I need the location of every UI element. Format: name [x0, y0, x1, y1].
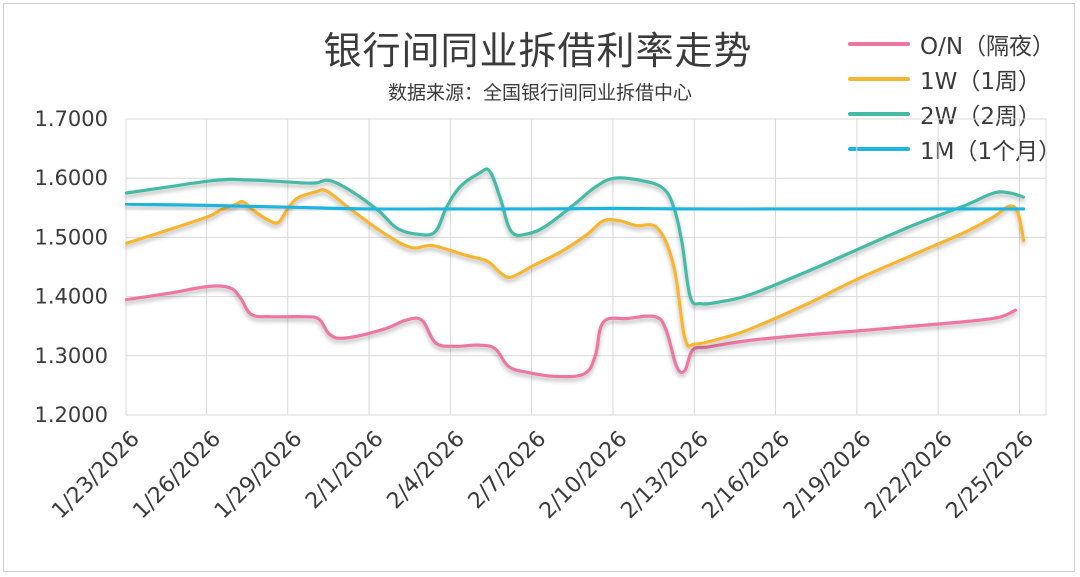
y-tick-label: 1.7000	[35, 107, 108, 131]
legend-label-1w: 1W（1周）	[920, 68, 1042, 95]
x-tick-label: 1/26/2026	[129, 427, 226, 524]
y-tick-label: 1.2000	[35, 403, 108, 427]
y-axis-ticks: 1.7000 1.6000 1.5000 1.4000 1.3000 1.2000	[35, 107, 108, 427]
legend-item-1w: 1W（1周）	[848, 61, 1076, 96]
chart-frame	[3, 3, 1075, 572]
legend-swatch-1w	[848, 76, 910, 81]
x-tick-label: 2/19/2026	[779, 427, 876, 524]
x-tick-label: 2/16/2026	[698, 427, 795, 524]
legend-swatch-overnight	[848, 41, 910, 46]
chart-legend: O/N（隔夜） 1W（1周） 2W（2周） 1M（1个月）	[848, 26, 1076, 166]
legend-swatch-2w	[848, 111, 910, 116]
series-line-1w	[124, 188, 1026, 348]
y-tick-label: 1.4000	[35, 285, 108, 309]
x-tick-label: 2/10/2026	[535, 427, 632, 524]
series-line-overnight	[124, 284, 1017, 379]
x-tick-label: 2/13/2026	[616, 427, 713, 524]
legend-swatch-1m	[848, 146, 910, 151]
legend-label-2w: 2W（2周）	[920, 103, 1042, 130]
series-lines	[124, 167, 1026, 379]
legend-item-1m: 1M（1个月）	[848, 131, 1076, 166]
y-tick-label: 1.6000	[35, 166, 108, 190]
x-tick-label: 2/4/2026	[382, 427, 470, 515]
x-tick-label: 2/1/2026	[301, 427, 389, 515]
chart-title: 银行间同业拆借利率走势	[323, 29, 753, 73]
y-tick-label: 1.5000	[35, 225, 108, 249]
legend-label-overnight: O/N（隔夜）	[920, 33, 1056, 60]
legend-label-1m: 1M（1个月）	[920, 138, 1062, 165]
x-tick-label: 1/29/2026	[210, 427, 307, 524]
series-line-1m	[124, 202, 1026, 211]
x-axis-ticks: 1/23/20261/26/20261/29/20262/1/20262/4/2…	[47, 427, 1039, 524]
series-line-2w	[124, 167, 1026, 306]
x-tick-label: 2/25/2026	[942, 427, 1039, 524]
x-tick-label: 2/22/2026	[860, 427, 957, 524]
chart-subtitle: 数据来源：全国银行间同业拆借中心	[387, 82, 692, 104]
y-tick-label: 1.3000	[35, 344, 108, 368]
grid-lines	[125, 118, 1047, 416]
legend-item-2w: 2W（2周）	[848, 96, 1076, 131]
legend-item-overnight: O/N（隔夜）	[848, 26, 1076, 61]
x-tick-label: 2/7/2026	[464, 427, 552, 515]
x-tick-label: 1/23/2026	[47, 427, 144, 524]
